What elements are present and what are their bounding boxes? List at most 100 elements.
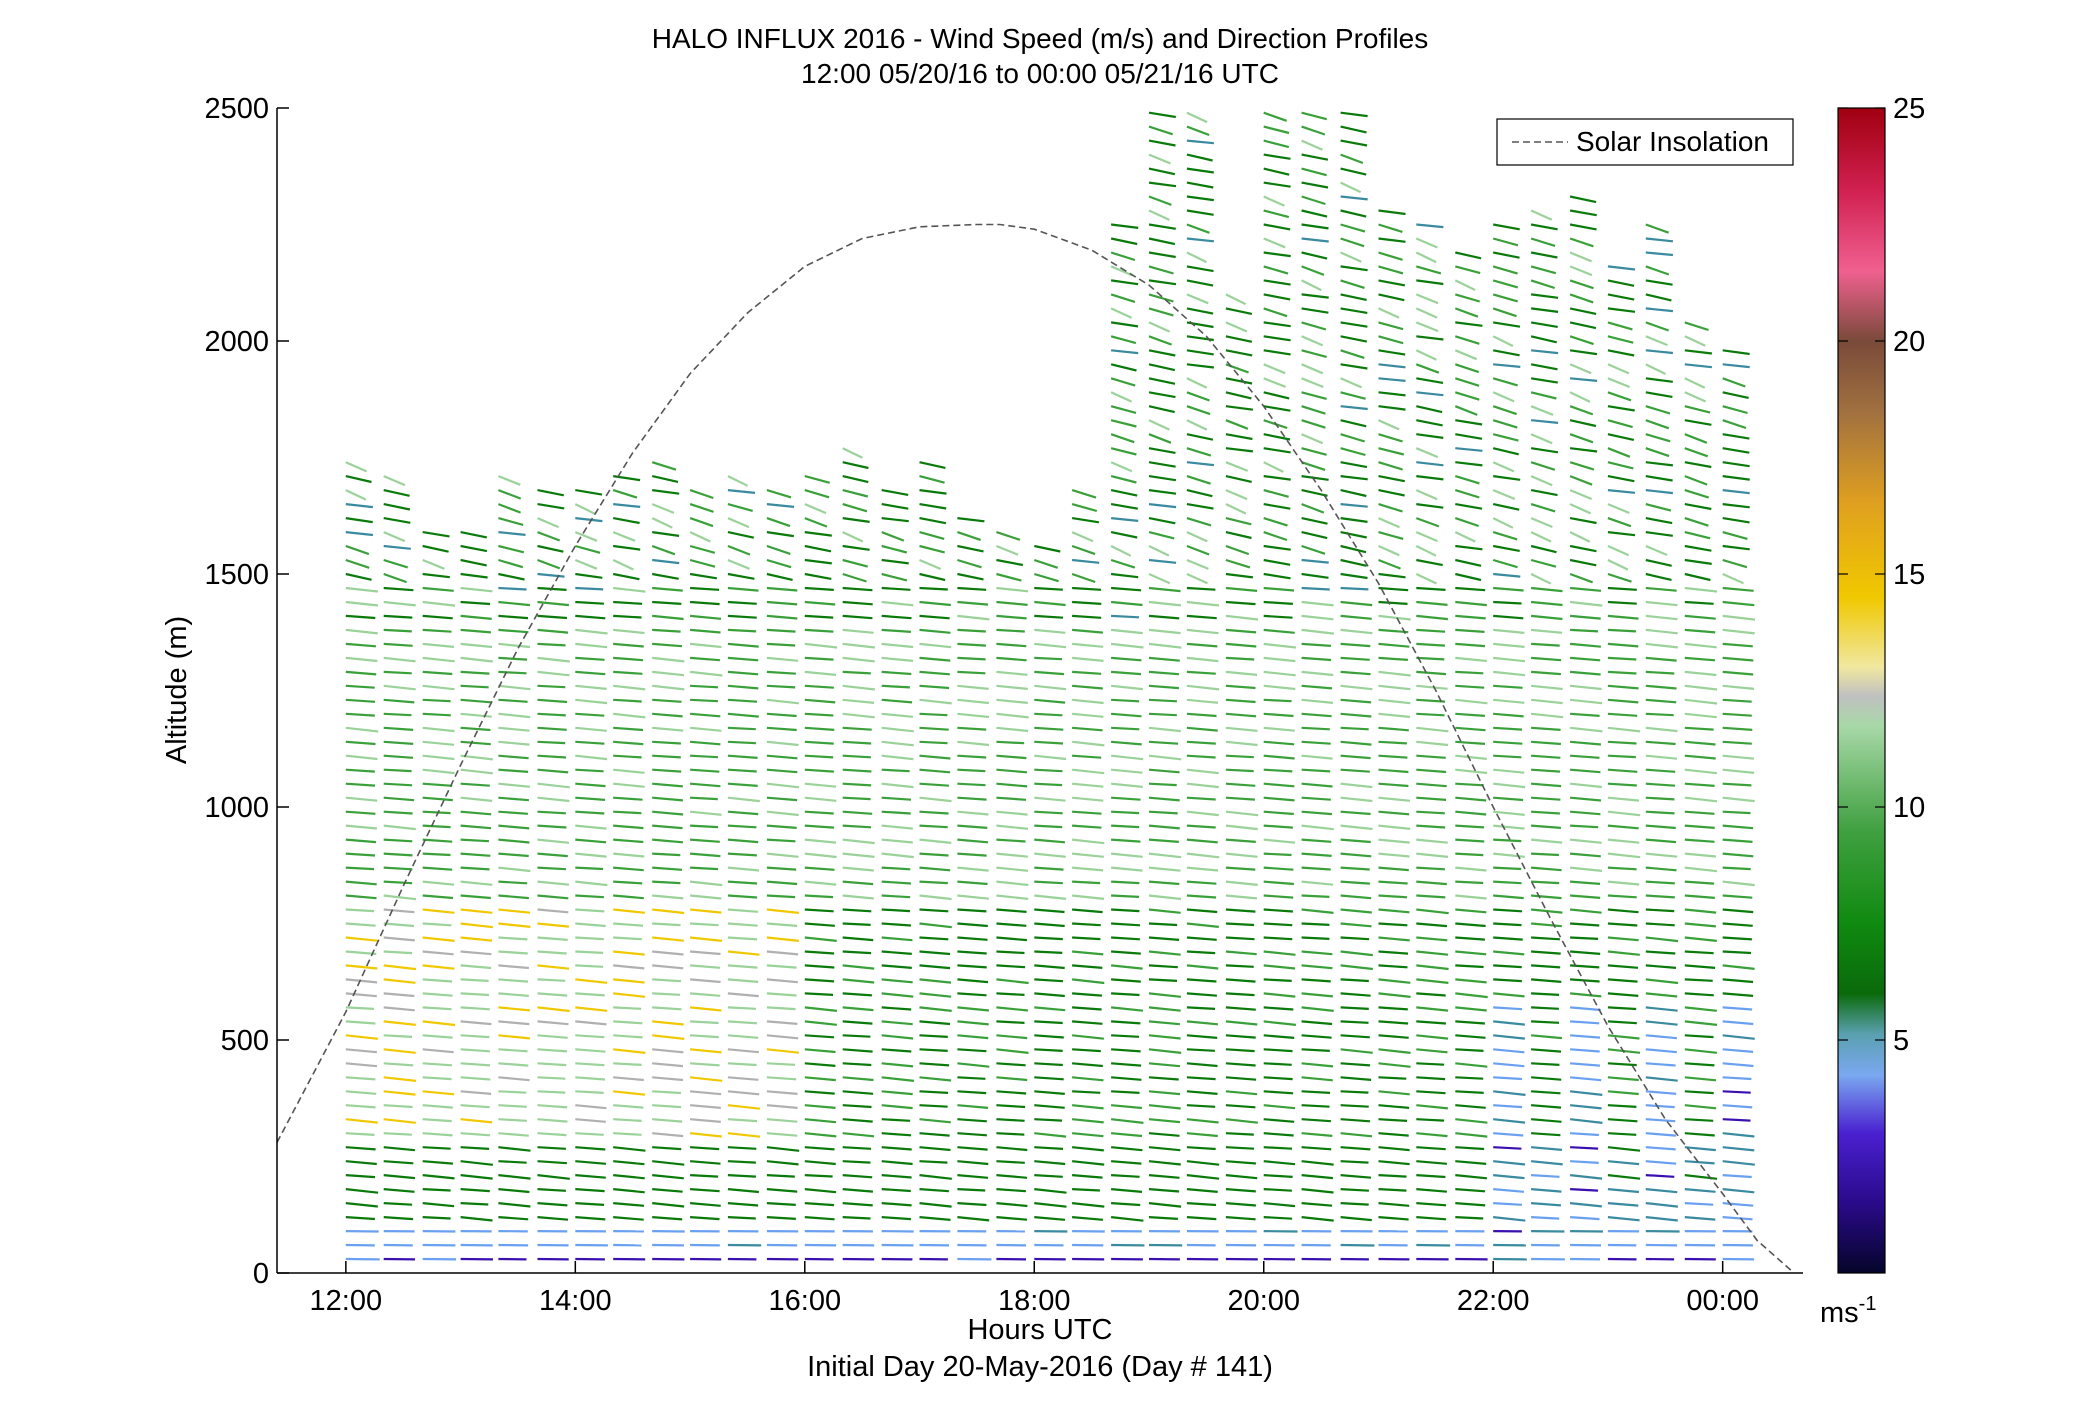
wind-barb (651, 517, 673, 529)
wind-barb (690, 1174, 719, 1178)
wind-barb (652, 754, 681, 759)
wind-barb (1607, 433, 1635, 441)
wind-barb (1570, 1132, 1599, 1137)
wind-barb (1722, 1146, 1755, 1152)
wind-barb (842, 796, 871, 801)
wind-barb (1455, 796, 1487, 802)
wind-barb (1340, 1174, 1372, 1179)
wind-barb (1684, 782, 1715, 787)
wind-barb (422, 1020, 456, 1027)
x-tick-label: 22:00 (1457, 1285, 1530, 1317)
wind-barb (1415, 321, 1439, 333)
wind-barb (1378, 572, 1406, 579)
wind-barb (1340, 1160, 1369, 1164)
wind-barb (804, 1104, 836, 1109)
wind-barb (498, 726, 530, 732)
wind-barb (1071, 1146, 1104, 1152)
wind-barb (498, 964, 529, 970)
wind-barb (996, 936, 1027, 942)
wind-barb (345, 810, 376, 815)
wind-barb (1301, 656, 1332, 662)
wind-barb (957, 740, 990, 747)
wind-barb (651, 544, 676, 556)
wind-barb (1684, 586, 1718, 593)
wind-barb (919, 1174, 952, 1180)
wind-barb (996, 838, 1026, 843)
wind-barb (804, 1076, 836, 1082)
wind-barb (1225, 1202, 1256, 1207)
wind-barb (1186, 153, 1213, 162)
wind-barb (1186, 684, 1220, 691)
wind-barb (996, 1076, 1028, 1082)
wind-barb (1645, 992, 1678, 998)
wind-barb (1263, 670, 1296, 677)
wind-barb (1416, 894, 1446, 899)
wind-barb (919, 1202, 952, 1208)
colorbar-tick-label: 25 (1893, 93, 1925, 125)
wind-barb (1416, 922, 1447, 928)
wind-barb (919, 866, 951, 872)
wind-barb (498, 572, 525, 581)
wind-barb (1722, 447, 1750, 454)
wind-barb (537, 544, 564, 553)
wind-barb (1416, 1160, 1447, 1165)
wind-barb (498, 950, 528, 955)
wind-barb (842, 936, 874, 942)
wind-barb (881, 880, 911, 885)
wind-barb (1301, 544, 1326, 555)
wind-barb (383, 908, 415, 914)
wind-barb (537, 642, 566, 647)
wind-barb (1645, 936, 1679, 943)
wind-barb (1148, 1076, 1179, 1081)
wind-barb (652, 1118, 683, 1123)
wind-barb (1530, 712, 1564, 719)
wind-barb (727, 1034, 759, 1039)
wind-barb (1301, 1202, 1333, 1207)
wind-barb (652, 1076, 684, 1082)
wind-barb (1148, 265, 1174, 275)
wind-barb (1340, 153, 1364, 165)
wind-barb (1148, 838, 1179, 843)
wind-barb (690, 600, 720, 606)
wind-barb (1186, 433, 1214, 441)
wind-barb (1416, 796, 1447, 801)
wind-barb (1722, 922, 1753, 927)
wind-barb (1378, 852, 1410, 858)
wind-barb (1378, 419, 1400, 431)
wind-barb (575, 684, 607, 690)
wind-barb (1684, 922, 1717, 928)
wind-barb (1148, 1174, 1180, 1179)
wind-barb (1111, 740, 1142, 746)
wind-barb (1225, 349, 1253, 357)
wind-barb (1531, 852, 1559, 857)
wind-barb (1607, 950, 1640, 956)
wind-barb (842, 614, 873, 620)
wind-barb (460, 558, 487, 567)
wind-barb (1340, 1243, 1375, 1247)
wind-barb (1148, 740, 1179, 745)
wind-barb (881, 572, 908, 582)
wind-barb (460, 586, 493, 593)
wind-barb (498, 489, 522, 500)
wind-barb (1301, 726, 1330, 731)
wind-barb (1340, 1062, 1371, 1067)
wind-barb (1301, 475, 1329, 481)
wind-barb (1455, 712, 1485, 717)
wind-barb (1225, 1020, 1258, 1026)
wind-barb (804, 517, 828, 528)
wind-barb (690, 1034, 719, 1039)
wind-barb (1340, 1006, 1369, 1010)
wind-barb (1645, 335, 1668, 347)
wind-barb (1493, 740, 1523, 745)
wind-barb (613, 1174, 645, 1180)
wind-barb (1263, 684, 1296, 691)
wind-barb (1645, 517, 1673, 525)
wind-barb (1071, 558, 1100, 564)
wind-barb (383, 1048, 416, 1054)
wind-barb (919, 922, 952, 929)
wind-barb (498, 754, 529, 760)
wind-barb (1263, 321, 1291, 328)
wind-barb (1340, 349, 1365, 359)
